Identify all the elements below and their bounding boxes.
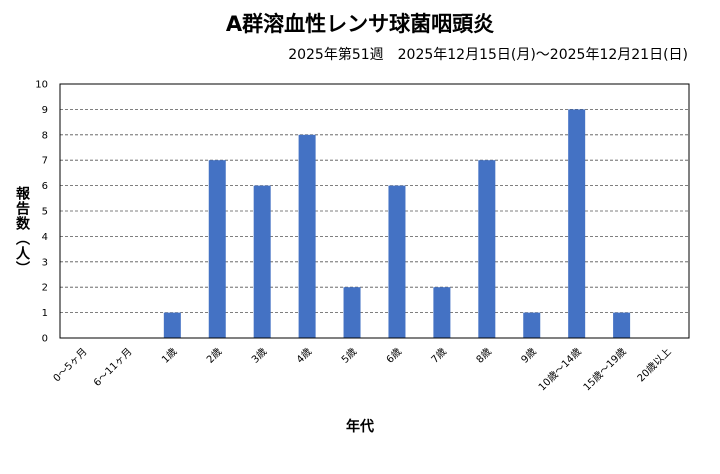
x-tick-label: 8歳 [474, 346, 494, 366]
x-tick-label: 15歳～19歳 [581, 346, 629, 394]
y-tick-label: 2 [42, 283, 48, 294]
chart-title: A群溶血性レンサ球菌咽頭炎 [225, 12, 495, 36]
bar [208, 160, 226, 338]
y-tick-label: 10 [35, 80, 48, 91]
bar [298, 134, 316, 338]
x-tick-label: 6～11ヶ月 [91, 346, 134, 389]
bar [478, 160, 496, 338]
y-tick-label: 6 [42, 181, 48, 192]
bar [343, 287, 361, 338]
x-tick-label: 6歳 [384, 346, 404, 366]
bar [568, 109, 586, 339]
y-tick-label: 4 [42, 232, 48, 243]
y-axis-label: 報告数（人） [14, 186, 30, 276]
y-tick-label: 1 [42, 308, 48, 319]
x-tick-label: 0～5ヶ月 [51, 346, 90, 385]
x-tick-label: 4歳 [294, 346, 314, 366]
y-tick-label: 5 [42, 207, 48, 218]
x-tick-label: 2歳 [204, 346, 224, 366]
bars [163, 109, 631, 339]
bar [253, 185, 271, 338]
x-axis-label: 年代 [346, 419, 374, 435]
grid-lines [60, 109, 689, 314]
bar [163, 312, 181, 338]
x-tick-label: 10歳～14歳 [536, 346, 584, 394]
bar [613, 312, 631, 338]
y-tick-label: 9 [42, 105, 48, 116]
y-tick-label: 7 [42, 156, 48, 167]
x-tick-labels: 0～5ヶ月 6～11ヶ月 1歳 2歳 3歳 4歳 5歳 6歳 7歳 8歳 9歳10歳～14歳15歳～… [51, 346, 674, 394]
x-tick-label: 5歳 [339, 346, 359, 366]
plot-frame [59, 83, 690, 339]
x-tick-label: 3歳 [249, 346, 269, 366]
chart-subtitle: 2025年第51週 2025年12月15日(月)～2025年12月21日(日) [288, 47, 688, 63]
y-tick-label: 0 [42, 334, 48, 345]
y-tick-labels: 0 1 2 3 4 5 6 7 8 9 10 [35, 80, 48, 345]
x-tick-label: 20歳以上 [635, 346, 674, 385]
x-tick-label: 1歳 [159, 346, 179, 366]
bar [433, 287, 451, 338]
y-tick-label: 8 [42, 130, 48, 141]
x-tick-label: 9歳 [519, 346, 539, 366]
bar [388, 185, 406, 338]
x-tick-label: 7歳 [429, 346, 449, 366]
bar [523, 312, 541, 338]
y-tick-label: 3 [42, 257, 48, 268]
